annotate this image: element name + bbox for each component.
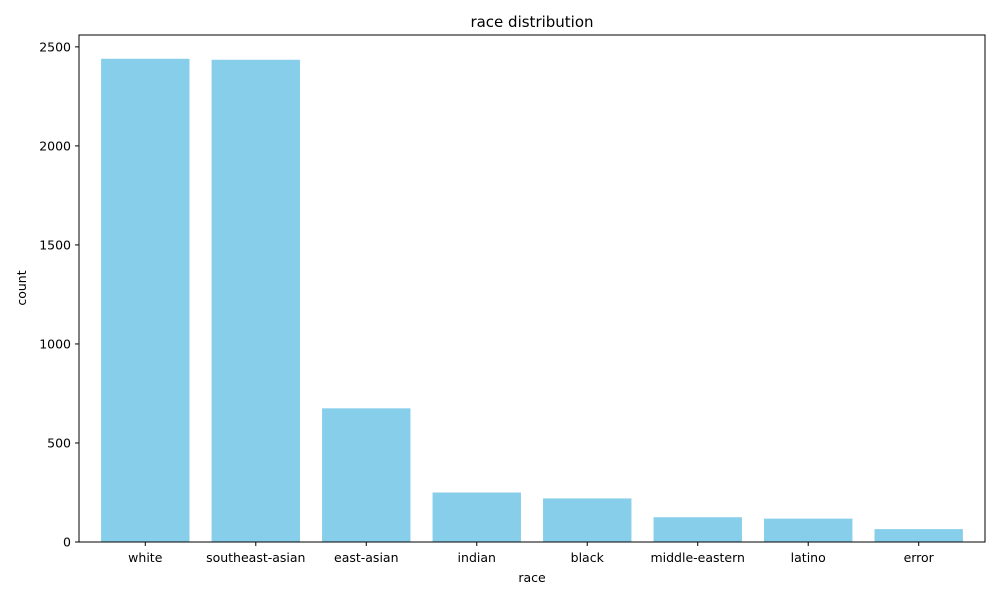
x-tick-label: error	[904, 550, 935, 565]
y-tick-label: 1000	[39, 336, 71, 351]
y-tick-label: 1500	[39, 237, 71, 252]
x-tick-label: east-asian	[334, 550, 399, 565]
x-tick-label: white	[128, 550, 163, 565]
bar-latino	[764, 518, 853, 542]
x-tick-label: latino	[791, 550, 826, 565]
bar-indian	[432, 492, 521, 542]
y-tick-label: 0	[63, 535, 71, 550]
x-axis-label: race	[518, 570, 546, 585]
y-tick-label: 2500	[39, 39, 71, 54]
chart-title: race distribution	[470, 13, 593, 31]
bar-southeast-asian	[211, 59, 300, 542]
bar-white	[101, 58, 190, 543]
bar-black	[543, 498, 632, 542]
x-tick-label: middle-eastern	[650, 550, 745, 565]
bar-east-asian	[322, 408, 411, 542]
plot-frame	[78, 34, 986, 543]
x-tick-label: black	[571, 550, 605, 565]
y-axis-label: count	[14, 270, 29, 305]
x-axis-ticks: white southeast-asian east-asian indian blac…	[128, 542, 935, 565]
bars-group	[101, 58, 963, 543]
bar-error	[874, 529, 963, 542]
y-axis-ticks: 0 500 1000 1500 2000 2500	[39, 39, 79, 550]
bar-middle-eastern	[653, 517, 742, 542]
y-tick-label: 2000	[39, 138, 71, 153]
x-tick-label: southeast-asian	[206, 550, 305, 565]
y-tick-label: 500	[47, 435, 71, 450]
x-tick-label: indian	[458, 550, 496, 565]
